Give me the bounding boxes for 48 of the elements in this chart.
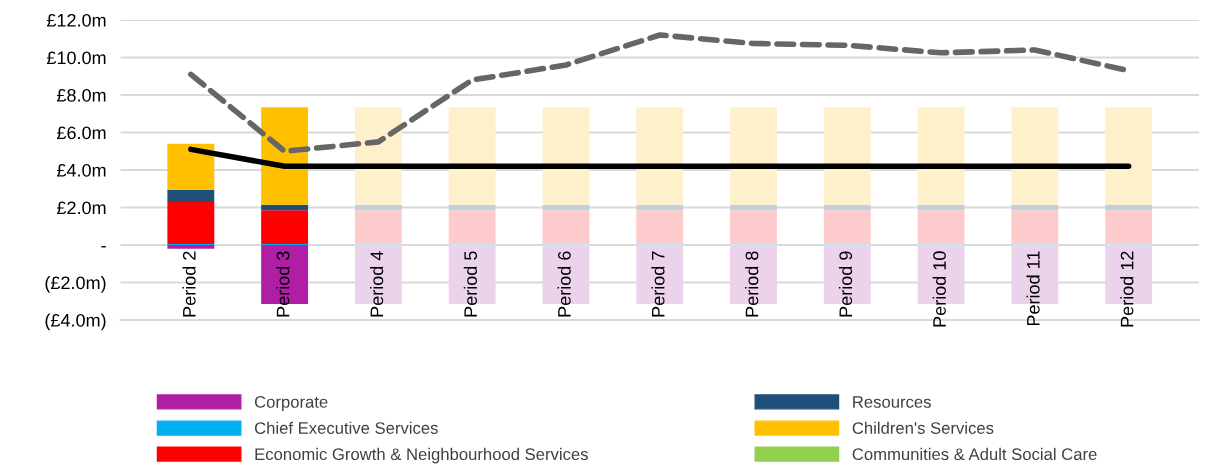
y-tick-label: £8.0m [56,88,106,102]
x-tick-label: Period 12 [1120,251,1134,327]
legend-label: Children's Services [852,421,994,434]
bar [1105,210,1153,245]
bar [261,210,309,245]
bar [917,210,965,245]
bar [448,107,496,205]
y-tick-label: £6.0m [56,126,106,140]
bar [823,107,871,205]
bar [542,210,590,245]
x-tick-label: Period 2 [182,251,196,317]
y-tick-label: - [101,246,106,248]
bar [1011,210,1059,245]
bar [730,107,777,205]
y-tick-label: (£2.0m) [45,275,106,293]
x-tick-label: Period 8 [745,251,759,317]
bar [1011,107,1059,205]
bar [448,210,496,245]
legend-label: Corporate [254,396,328,412]
x-tick-label: Period 9 [838,251,853,317]
bar [167,189,215,202]
bar [542,107,590,205]
bar [1105,107,1153,205]
x-tick-label: Period 6 [557,251,571,317]
y-tick-label: £10.0m [46,51,106,65]
x-tick-label: Period 7 [651,251,665,317]
bar [636,210,684,245]
bar [167,143,215,190]
bar [917,107,965,205]
legend-label: Chief Executive Services [254,421,438,434]
y-tick-label: £2.0m [56,201,106,215]
legend-label: Economic Growth & Neighbourhood Services [255,447,588,464]
y-tick-label: £4.0m [56,163,106,177]
legend-label: Resources [853,396,931,408]
x-tick-label: Period 10 [932,251,946,327]
bar [730,210,777,245]
bar [167,201,215,245]
bar [823,210,871,245]
bar [354,210,402,245]
bar [167,245,215,249]
bar [636,107,684,205]
legend-label: Communities & Adult Social Care [852,447,1097,461]
x-tick-label: Period 5 [463,251,478,317]
y-tick-label: £12.0m [46,13,106,27]
x-tick-label: Period 4 [369,251,384,317]
y-tick-label: (£4.0m) [45,313,106,331]
x-tick-label: Period 11 [1026,251,1040,326]
x-tick-label: Period 3 [276,251,290,317]
